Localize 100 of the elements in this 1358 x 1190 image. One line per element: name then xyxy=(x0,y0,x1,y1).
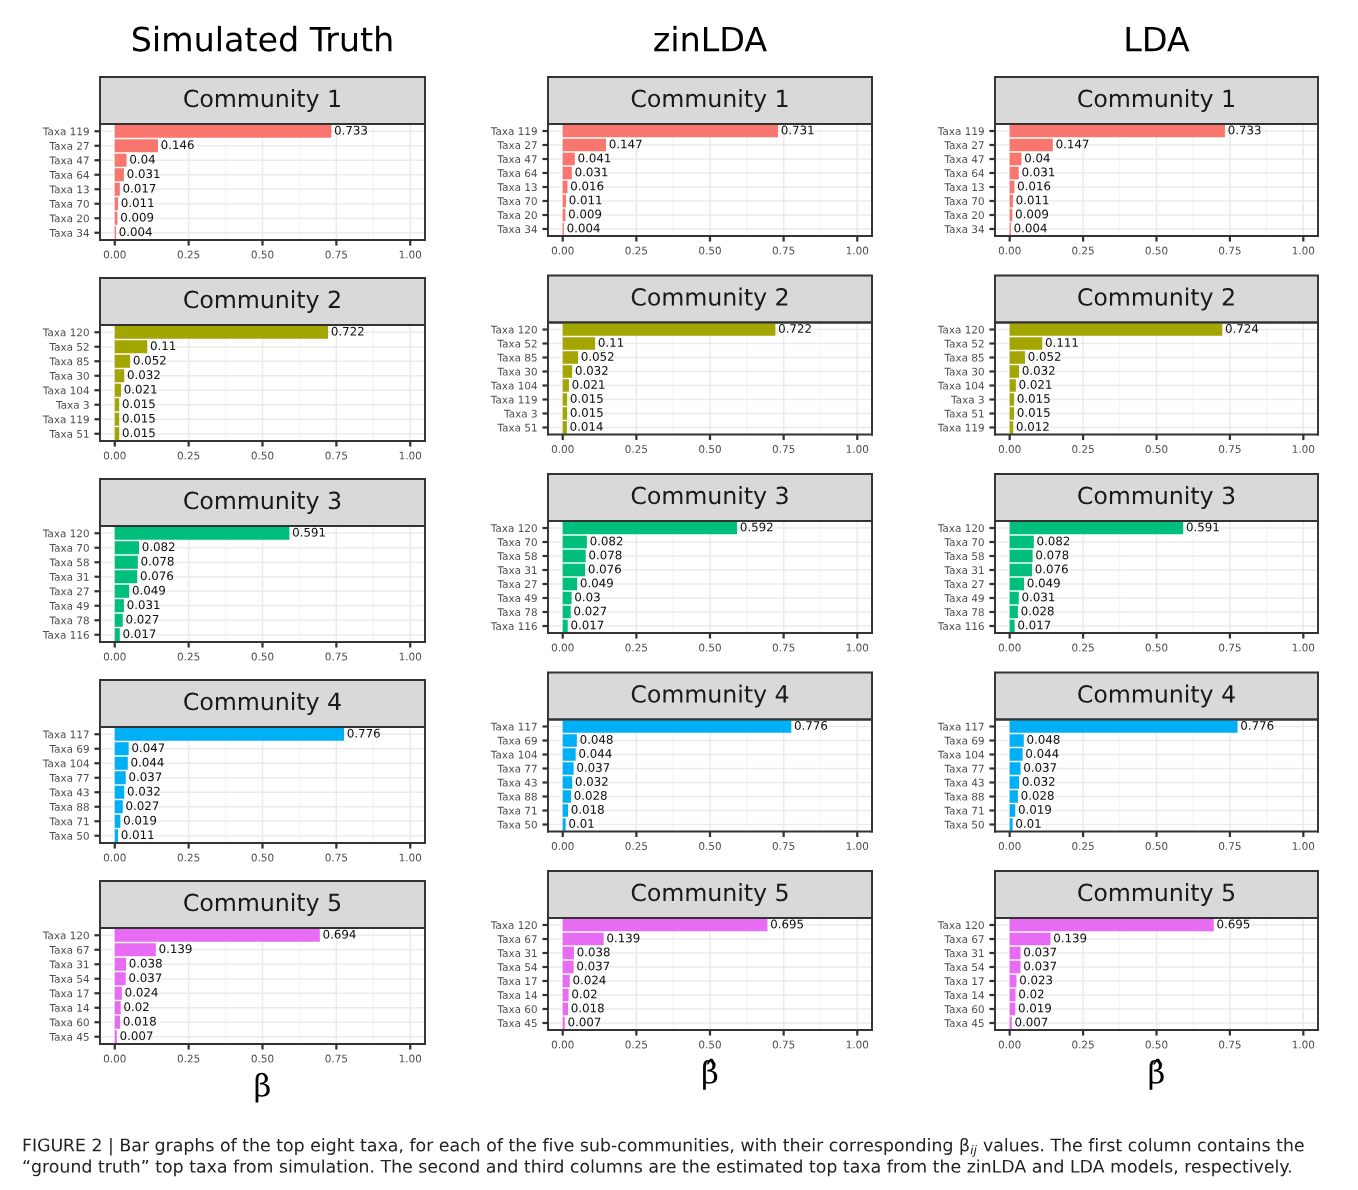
chart-title: Community 5 xyxy=(184,893,341,916)
chart-title: Community 4 xyxy=(184,692,341,715)
y-tick-label: Taxa 47 xyxy=(497,155,537,164)
y-tick-label: Taxa 51 xyxy=(497,423,537,432)
y-tick-label: Taxa 58 xyxy=(49,558,89,567)
bar xyxy=(1009,166,1019,180)
data-label: 0.007 xyxy=(1015,1017,1048,1027)
x-tick-label: 0.75 xyxy=(772,842,795,850)
x-tick-label: 1.00 xyxy=(846,1040,869,1049)
x-tick-label: 0.75 xyxy=(1219,1040,1241,1049)
x-tick-label: 0.50 xyxy=(251,652,274,661)
x-tick-label: 0.00 xyxy=(998,445,1021,453)
y-tick-label: Taxa 27 xyxy=(944,580,984,589)
data-label: 0.011 xyxy=(121,198,154,208)
data-label: 0.04 xyxy=(130,154,155,164)
data-label: 0.021 xyxy=(1019,380,1052,389)
x-tick-label: 0.00 xyxy=(551,643,574,652)
data-label: 0.049 xyxy=(580,578,613,588)
y-tick-label: Taxa 31 xyxy=(944,566,984,575)
y-tick-label: Taxa 20 xyxy=(944,211,984,220)
y-tick-label: Taxa 31 xyxy=(49,572,89,581)
y-tick-label: Taxa 70 xyxy=(49,199,89,208)
y-tick-label: Taxa 119 xyxy=(42,127,89,136)
data-label: 0.011 xyxy=(121,830,154,840)
y-tick-label: Taxa 117 xyxy=(937,722,984,731)
data-label: 0.017 xyxy=(571,620,604,630)
x-tick-label: 0.75 xyxy=(1219,643,1241,652)
y-tick-label: Taxa 13 xyxy=(49,185,89,194)
x-tick-label: 0.75 xyxy=(325,1054,348,1063)
data-label: 0.037 xyxy=(1024,947,1057,957)
data-label: 0.031 xyxy=(1022,592,1055,602)
y-tick-label: Taxa 60 xyxy=(944,1005,984,1014)
data-label: 0.024 xyxy=(573,975,606,985)
x-tick-label: 0.00 xyxy=(551,1040,574,1049)
data-label: 0.015 xyxy=(122,428,155,438)
x-tick-label: 0.00 xyxy=(551,842,574,850)
chart-title: Community 3 xyxy=(1078,486,1235,509)
data-label: 0.015 xyxy=(122,399,155,409)
y-tick-label: Taxa 45 xyxy=(49,1033,89,1041)
bar xyxy=(1009,577,1025,591)
y-tick-label: Taxa 54 xyxy=(944,963,984,972)
data-label: 0.032 xyxy=(127,370,160,380)
y-tick-label: Taxa 58 xyxy=(497,552,537,561)
data-label: 0.731 xyxy=(781,125,814,135)
chart-title: Community 3 xyxy=(631,486,788,509)
data-label: 0.027 xyxy=(574,606,607,616)
y-tick-label: Taxa 78 xyxy=(497,608,537,617)
y-tick-label: Taxa 120 xyxy=(937,325,984,334)
x-tick-label: 0.25 xyxy=(177,652,200,661)
x-tick-label: 0.50 xyxy=(1145,1040,1168,1049)
y-tick-label: Taxa 71 xyxy=(497,806,537,815)
data-label: 0.03 xyxy=(575,592,600,602)
y-tick-label: Taxa 70 xyxy=(944,197,984,206)
y-tick-label: Taxa 85 xyxy=(49,357,89,366)
y-tick-label: Taxa 17 xyxy=(944,977,984,986)
y-tick-label: Taxa 31 xyxy=(497,949,537,958)
x-tick-label: 1.00 xyxy=(1292,246,1315,255)
x-tick-label: 0.50 xyxy=(699,1040,721,1049)
chart-subtitle: zinLDA xyxy=(654,25,767,52)
data-label: 0.017 xyxy=(1018,620,1051,630)
y-tick-label: Taxa 3 xyxy=(56,400,89,409)
data-label: 0.037 xyxy=(129,772,162,782)
y-tick-label: Taxa 70 xyxy=(49,543,89,552)
x-tick-label: 0.00 xyxy=(998,246,1021,255)
y-tick-label: Taxa 116 xyxy=(490,622,537,631)
bar xyxy=(562,549,586,563)
data-label: 0.591 xyxy=(1186,522,1219,532)
data-label: 0.733 xyxy=(334,125,367,135)
y-tick-label: Taxa 3 xyxy=(504,409,537,418)
y-tick-label: Taxa 88 xyxy=(49,802,89,811)
y-tick-label: Taxa 119 xyxy=(490,395,537,404)
y-tick-label: Taxa 120 xyxy=(490,921,537,930)
data-label: 0.078 xyxy=(141,556,174,566)
bar xyxy=(562,960,574,974)
data-label: 0.776 xyxy=(1241,721,1274,730)
data-label: 0.017 xyxy=(123,183,156,193)
data-label: 0.722 xyxy=(778,324,811,333)
data-label: 0.015 xyxy=(122,413,155,423)
y-tick-label: Taxa 60 xyxy=(49,1018,89,1027)
data-label: 0.027 xyxy=(126,801,159,811)
x-tick-label: 0.75 xyxy=(772,1040,795,1049)
data-label: 0.021 xyxy=(124,384,157,394)
data-label: 0.01 xyxy=(1016,819,1041,828)
data-label: 0.052 xyxy=(133,355,166,365)
data-label: 0.02 xyxy=(124,1002,149,1012)
y-tick-label: Taxa 78 xyxy=(944,608,984,617)
x-tick-label: 0.75 xyxy=(325,250,348,259)
y-tick-label: Taxa 120 xyxy=(490,524,537,533)
data-label: 0.694 xyxy=(323,929,356,939)
x-tick-label: 0.75 xyxy=(325,652,348,661)
bar xyxy=(1009,138,1053,152)
data-label: 0.028 xyxy=(574,791,607,800)
bar xyxy=(562,988,569,1002)
data-label: 0.032 xyxy=(127,786,160,796)
data-label: 0.041 xyxy=(578,153,611,163)
y-tick-label: Taxa 51 xyxy=(944,409,984,418)
y-tick-label: Taxa 104 xyxy=(490,750,537,759)
data-label: 0.009 xyxy=(1015,209,1049,219)
data-label: 0.082 xyxy=(142,542,175,552)
bar xyxy=(1009,988,1016,1002)
